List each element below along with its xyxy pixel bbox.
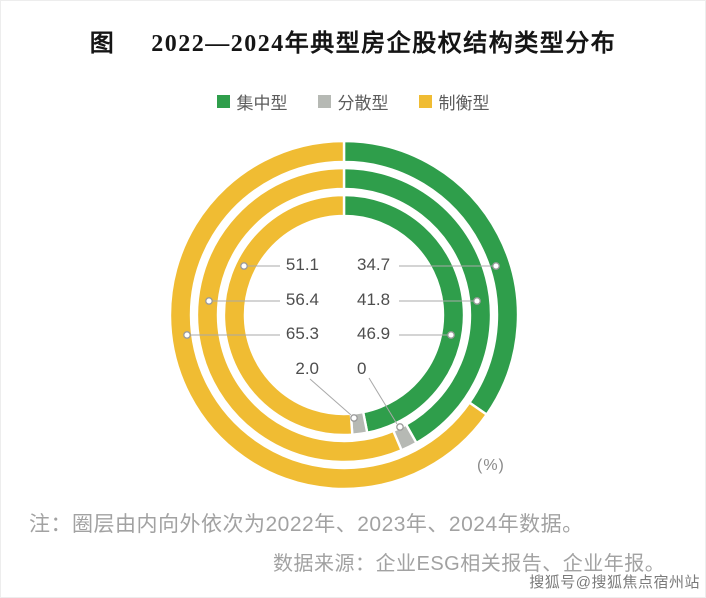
chart-title-prefix: 图	[89, 31, 116, 57]
data-source: 数据来源：企业ESG相关报告、企业年报。	[273, 553, 666, 575]
legend-swatch-yellow	[418, 95, 432, 108]
legend-label-dispersed: 分散型	[337, 94, 389, 113]
chart-legend: 集中型 分散型 制衡型	[1, 89, 705, 114]
callout-dispersed-2022: 2.0	[295, 359, 319, 378]
legend-label-concentrated: 集中型	[236, 94, 288, 113]
callout-balanced-2024: 65.3	[285, 324, 319, 343]
chart-title-row: 图 2022—2024年典型房企股权结构类型分布	[1, 23, 705, 58]
legend-item-dispersed: 分散型	[317, 89, 389, 114]
legend-item-concentrated: 集中型	[216, 89, 288, 114]
callout-dispersed-2024: 0	[357, 359, 367, 378]
legend-swatch-green	[216, 95, 230, 108]
footnote: 注：圈层由内向外依次为2022年、2023年、2024年数据。	[29, 513, 584, 536]
callout-concentrated-2022: 46.9	[357, 324, 391, 343]
callout-balanced-2022: 51.1	[285, 255, 319, 274]
unit-label: (%)	[477, 457, 505, 474]
callout-concentrated-2023: 41.8	[357, 290, 391, 309]
callout-concentrated-2024: 34.7	[357, 255, 391, 274]
callout-balanced-2023: 56.4	[285, 290, 319, 309]
legend-swatch-gray	[317, 95, 331, 108]
watermark: 搜狐号@搜狐焦点宿州站	[529, 574, 700, 591]
legend-label-balanced: 制衡型	[438, 94, 490, 113]
legend-item-balanced: 制衡型	[418, 89, 490, 114]
chart-title: 2022—2024年典型房企股权结构类型分布	[151, 31, 617, 57]
